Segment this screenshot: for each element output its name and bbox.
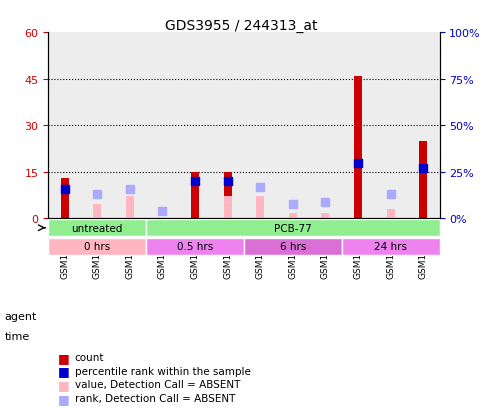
FancyBboxPatch shape (342, 238, 440, 255)
Text: percentile rank within the sample: percentile rank within the sample (75, 366, 251, 376)
Point (322, 199, 329, 205)
Text: 6 hrs: 6 hrs (280, 242, 306, 252)
Bar (224, 197, 232, 219)
Text: PCB-77: PCB-77 (274, 223, 312, 233)
Text: time: time (5, 332, 30, 342)
Bar (60, 178, 69, 219)
Text: value, Detection Call = ABSENT: value, Detection Call = ABSENT (75, 380, 240, 389)
Point (387, 192, 395, 198)
Bar (276, 33, 309, 219)
Bar (48, 33, 81, 219)
FancyBboxPatch shape (48, 220, 146, 237)
Text: rank, Detection Call = ABSENT: rank, Detection Call = ABSENT (75, 393, 235, 403)
Bar (114, 33, 146, 219)
Bar (146, 33, 179, 219)
FancyBboxPatch shape (48, 238, 146, 255)
Bar (419, 142, 427, 219)
FancyBboxPatch shape (244, 238, 342, 255)
Point (191, 178, 199, 185)
Point (354, 160, 362, 166)
Bar (374, 33, 407, 219)
Point (419, 165, 427, 172)
Point (93, 192, 101, 198)
Text: untreated: untreated (71, 223, 123, 233)
Bar (256, 197, 264, 219)
Bar (289, 213, 297, 219)
Text: 0.5 hrs: 0.5 hrs (177, 242, 213, 252)
Text: ■: ■ (58, 392, 70, 405)
Bar (93, 204, 101, 219)
Bar (342, 33, 374, 219)
Text: 0 hrs: 0 hrs (84, 242, 110, 252)
Text: ■: ■ (58, 364, 70, 377)
Point (61, 186, 69, 192)
Text: GDS3955 / 244313_at: GDS3955 / 244313_at (165, 19, 318, 33)
FancyBboxPatch shape (146, 220, 440, 237)
Bar (126, 197, 134, 219)
Bar (386, 210, 395, 219)
Text: ■: ■ (58, 351, 70, 364)
Point (289, 201, 297, 207)
FancyBboxPatch shape (146, 238, 244, 255)
Text: ■: ■ (58, 378, 70, 391)
Bar (212, 33, 244, 219)
Bar (191, 173, 199, 219)
Text: 24 hrs: 24 hrs (374, 242, 407, 252)
Bar (309, 33, 342, 219)
Point (158, 208, 166, 215)
Point (126, 186, 134, 192)
Bar (81, 33, 114, 219)
Bar (244, 33, 277, 219)
Text: count: count (75, 352, 104, 362)
Bar (407, 33, 440, 219)
Bar (179, 33, 212, 219)
Point (224, 178, 231, 185)
Bar (224, 173, 232, 219)
Bar (354, 76, 362, 219)
Text: agent: agent (5, 311, 37, 321)
Point (256, 184, 264, 191)
Bar (321, 213, 329, 219)
